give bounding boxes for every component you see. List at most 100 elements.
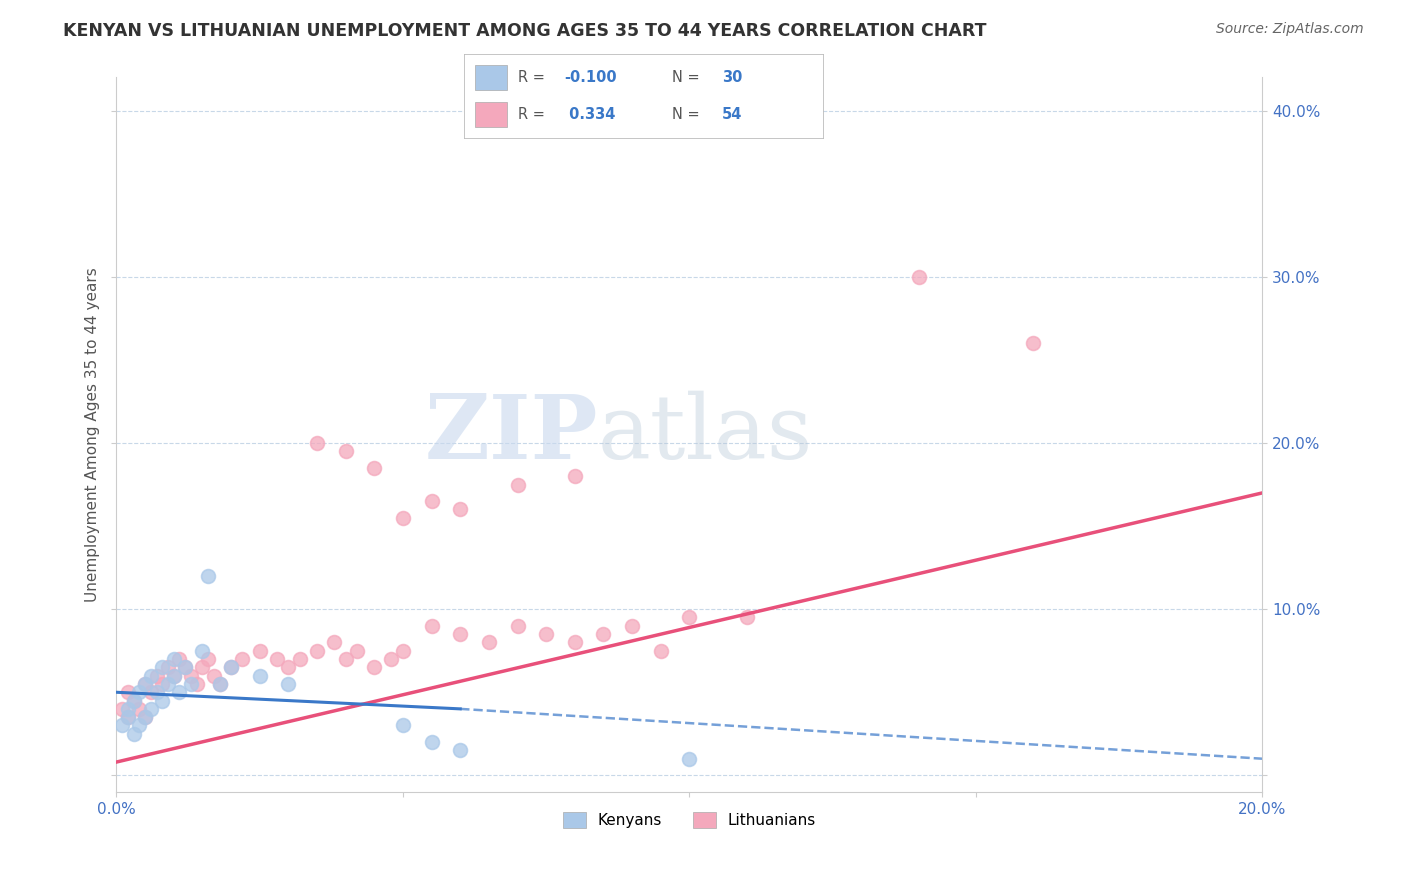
- Legend: Kenyans, Lithuanians: Kenyans, Lithuanians: [557, 806, 823, 834]
- Point: [186, 677, 208, 691]
- Text: R =: R =: [517, 107, 550, 122]
- Point: [266, 652, 288, 666]
- Point: [392, 718, 415, 732]
- Text: 0.334: 0.334: [564, 107, 616, 122]
- Point: [335, 444, 357, 458]
- Point: [117, 710, 139, 724]
- Point: [163, 652, 186, 666]
- Point: [363, 660, 385, 674]
- Point: [363, 461, 385, 475]
- Point: [219, 660, 242, 674]
- Point: [202, 668, 225, 682]
- Text: KENYAN VS LITHUANIAN UNEMPLOYMENT AMONG AGES 35 TO 44 YEARS CORRELATION CHART: KENYAN VS LITHUANIAN UNEMPLOYMENT AMONG …: [63, 22, 987, 40]
- Point: [288, 652, 311, 666]
- Point: [122, 693, 145, 707]
- Point: [249, 644, 271, 658]
- Text: 30: 30: [723, 70, 742, 85]
- Y-axis label: Unemployment Among Ages 35 to 44 years: Unemployment Among Ages 35 to 44 years: [86, 268, 100, 602]
- FancyBboxPatch shape: [475, 102, 508, 128]
- Text: atlas: atlas: [598, 391, 813, 478]
- Point: [117, 702, 139, 716]
- Point: [449, 627, 471, 641]
- Point: [564, 469, 586, 483]
- Text: R =: R =: [517, 70, 550, 85]
- Point: [122, 727, 145, 741]
- Point: [305, 436, 328, 450]
- Point: [197, 569, 219, 583]
- Point: [117, 685, 139, 699]
- Point: [420, 619, 443, 633]
- Point: [134, 677, 156, 691]
- Point: [534, 627, 557, 641]
- Point: [208, 677, 231, 691]
- Point: [392, 510, 415, 524]
- Point: [156, 660, 179, 674]
- Point: [163, 668, 186, 682]
- Point: [150, 660, 173, 674]
- Text: -0.100: -0.100: [564, 70, 617, 85]
- Point: [208, 677, 231, 691]
- Point: [191, 660, 214, 674]
- Point: [907, 269, 929, 284]
- Point: [169, 652, 191, 666]
- Point: [219, 660, 242, 674]
- Point: [150, 677, 173, 691]
- Point: [678, 610, 700, 624]
- Point: [191, 644, 214, 658]
- Point: [145, 685, 167, 699]
- Point: [128, 718, 150, 732]
- Point: [134, 710, 156, 724]
- Point: [134, 677, 156, 691]
- Point: [506, 619, 529, 633]
- Point: [139, 685, 162, 699]
- Point: [163, 668, 186, 682]
- Point: [277, 677, 299, 691]
- Point: [180, 668, 202, 682]
- Point: [117, 710, 139, 724]
- Point: [197, 652, 219, 666]
- Point: [231, 652, 253, 666]
- Point: [169, 685, 191, 699]
- Point: [128, 685, 150, 699]
- Text: N =: N =: [672, 107, 704, 122]
- Point: [277, 660, 299, 674]
- Point: [139, 702, 162, 716]
- Point: [392, 644, 415, 658]
- Point: [145, 668, 167, 682]
- Point: [335, 652, 357, 666]
- Point: [506, 477, 529, 491]
- Point: [621, 619, 644, 633]
- Point: [478, 635, 501, 649]
- Point: [174, 660, 197, 674]
- Point: [735, 610, 758, 624]
- Point: [592, 627, 614, 641]
- Text: Source: ZipAtlas.com: Source: ZipAtlas.com: [1216, 22, 1364, 37]
- Point: [134, 710, 156, 724]
- Text: ZIP: ZIP: [425, 392, 598, 478]
- Point: [1022, 336, 1045, 351]
- Point: [111, 702, 134, 716]
- Point: [305, 644, 328, 658]
- Point: [678, 752, 700, 766]
- Text: 54: 54: [723, 107, 742, 122]
- Point: [449, 502, 471, 516]
- Point: [249, 668, 271, 682]
- Point: [380, 652, 402, 666]
- Text: N =: N =: [672, 70, 704, 85]
- Point: [111, 718, 134, 732]
- Point: [346, 644, 368, 658]
- Point: [323, 635, 346, 649]
- Point: [180, 677, 202, 691]
- Point: [122, 693, 145, 707]
- Point: [650, 644, 672, 658]
- Point: [128, 702, 150, 716]
- Point: [449, 743, 471, 757]
- Point: [139, 668, 162, 682]
- Point: [150, 693, 173, 707]
- Point: [564, 635, 586, 649]
- Point: [420, 735, 443, 749]
- Point: [156, 677, 179, 691]
- FancyBboxPatch shape: [475, 64, 508, 90]
- Point: [174, 660, 197, 674]
- Point: [420, 494, 443, 508]
